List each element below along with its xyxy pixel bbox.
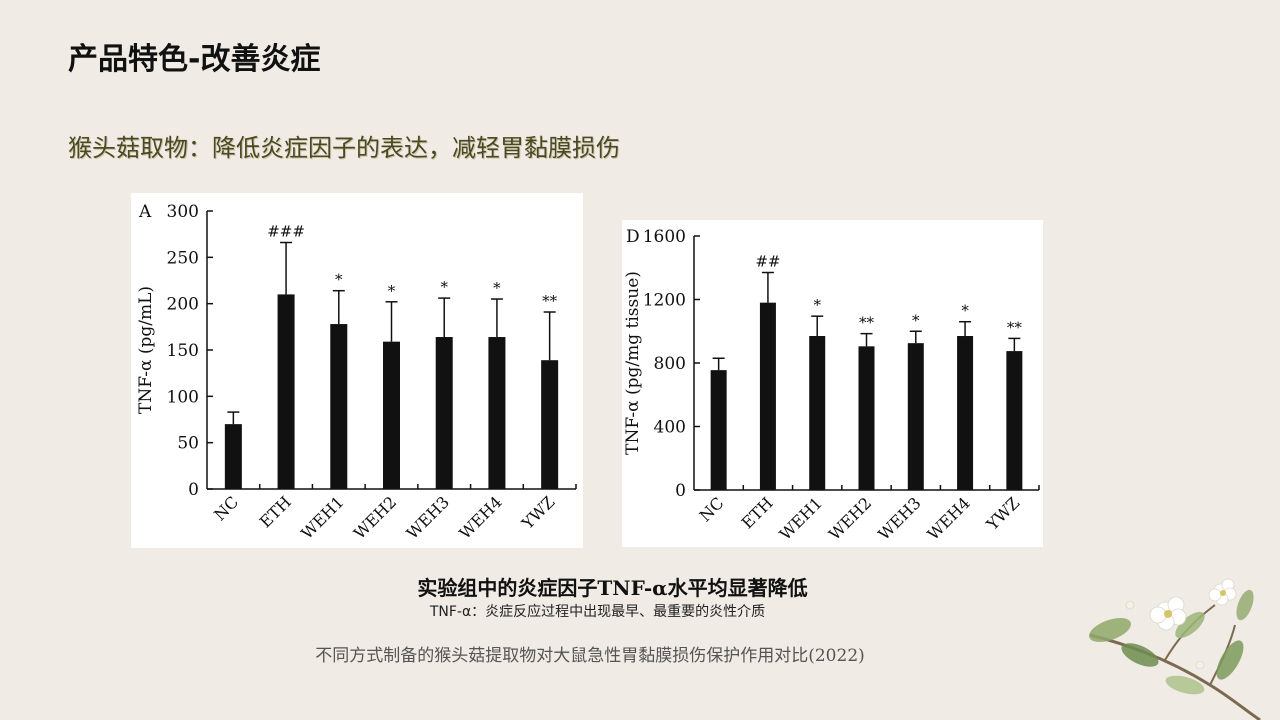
bar-eth	[277, 294, 295, 489]
category-label: WEH4	[924, 493, 974, 543]
bar-weh1	[330, 324, 348, 489]
category-label: YWZ	[517, 492, 558, 533]
category-label: WEH2	[350, 492, 400, 542]
bar-weh4	[957, 336, 974, 490]
category-label: WEH4	[455, 492, 505, 542]
caption-note: TNF-α：炎症反应过程中出现最早、最重要的炎性介质	[429, 604, 766, 620]
bar-nc	[224, 424, 242, 489]
significance-label: **	[859, 314, 875, 332]
category-label: NC	[210, 492, 242, 524]
bar-nc	[710, 370, 727, 490]
significance-label: *	[335, 271, 343, 289]
category-label: YWZ	[982, 493, 1023, 534]
source-citation: 不同方式制备的猴头菇提取物对大鼠急性胃黏膜损伤保护作用对比(2022)	[315, 646, 865, 666]
y-tick-label: 300	[167, 202, 199, 222]
bar-weh1	[809, 336, 826, 490]
y-axis-label: TNF-α (pg/mL)	[136, 286, 156, 414]
bar-weh3	[435, 337, 453, 489]
y-tick-label: 400	[654, 418, 686, 438]
y-tick-label: 50	[177, 434, 199, 454]
bar-weh4	[488, 337, 506, 489]
caption-main: 实验组中的炎症因子TNF-α水平均显著降低	[417, 576, 808, 600]
category-label: WEH3	[403, 492, 453, 542]
y-tick-label: 0	[188, 480, 199, 500]
category-label: WEH1	[776, 493, 826, 543]
significance-label: *	[912, 311, 920, 329]
page-title: 产品特色-改善炎症	[68, 42, 321, 77]
flower-decoration-icon	[1089, 578, 1261, 720]
category-label: ETH	[256, 492, 295, 531]
chart-a-svg: A 0 50 100 150 200 250 300 TNF-α (pg/mL) NC ### ETH…	[136, 202, 577, 543]
y-tick-label: 100	[167, 387, 199, 407]
y-tick-label: 800	[654, 354, 686, 374]
significance-label: *	[961, 302, 969, 320]
category-label: NC	[695, 493, 727, 525]
bar-ywz	[1006, 351, 1023, 490]
significance-label: ##	[755, 253, 780, 271]
page-subtitle: 猴头菇取物：降低炎症因子的表达，减轻胃黏膜损伤	[68, 134, 620, 162]
y-tick-label: 0	[675, 481, 686, 501]
significance-label: *	[388, 282, 396, 300]
y-tick-label: 200	[167, 295, 199, 315]
category-label: WEH2	[825, 493, 875, 543]
bar-weh3	[907, 343, 924, 490]
panel-label: D	[626, 227, 640, 247]
significance-label: **	[1007, 318, 1023, 336]
y-tick-label: 250	[167, 248, 199, 268]
bar-eth	[759, 302, 776, 490]
bar-ywz	[541, 360, 559, 489]
y-tick-label: 1200	[643, 291, 686, 311]
chart-panel-a: A 0 50 100 150 200 250 300 TNF-α (pg/mL) NC ### ETH…	[131, 193, 583, 548]
category-label: ETH	[738, 493, 777, 532]
significance-label: **	[542, 292, 558, 310]
bar-weh2	[383, 341, 400, 489]
y-tick-label: 150	[167, 341, 199, 361]
category-label: WEH3	[874, 493, 924, 543]
significance-label: ###	[267, 223, 305, 241]
significance-label: *	[493, 279, 501, 297]
significance-label: *	[813, 296, 821, 314]
significance-label: *	[440, 278, 448, 296]
y-tick-label: 1600	[643, 227, 686, 247]
bar-weh2	[858, 346, 875, 490]
category-label: WEH1	[297, 492, 347, 542]
chart-d-svg: D 0 400 800 1200 1600 TNF-α (pg/mg tissue) NC ##…	[623, 227, 1040, 544]
chart-panel-d: D 0 400 800 1200 1600 TNF-α (pg/mg tissue) NC ##…	[622, 220, 1043, 547]
panel-label: A	[138, 202, 152, 222]
y-axis-label: TNF-α (pg/mg tissue)	[623, 271, 643, 455]
